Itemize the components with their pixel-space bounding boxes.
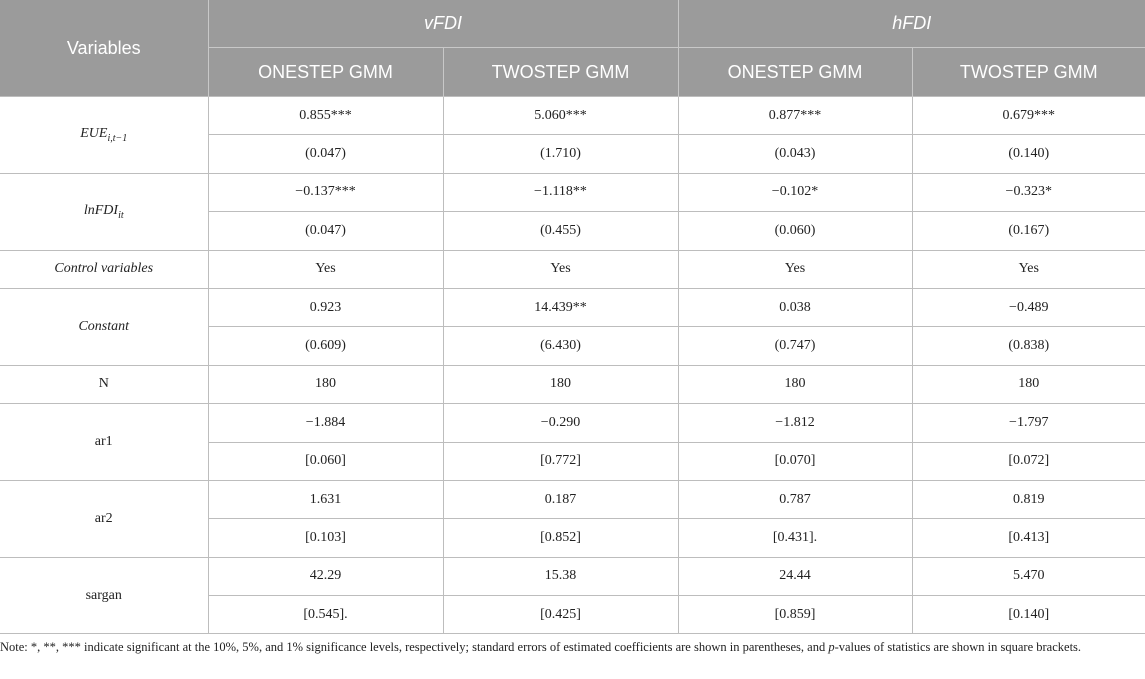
- table-cell: [0.140]: [911, 595, 1145, 635]
- table-cell: 24.44: [677, 556, 913, 597]
- table-cell: 0.923: [207, 287, 444, 328]
- table-cell: (0.140): [911, 134, 1145, 174]
- table-cell: −1.812: [677, 403, 913, 443]
- table-row: EUEi,t−1 0.855*** 5.060*** 0.877*** 0.67…: [0, 95, 1145, 174]
- table-row: Control variables Yes Yes Yes Yes: [0, 249, 1145, 289]
- table-cell: [0.425]: [442, 595, 679, 635]
- table-cell: 0.787: [677, 479, 913, 520]
- lnfdi-label-sub: it: [118, 209, 124, 221]
- table-cell: 5.470: [911, 556, 1145, 597]
- table-cell: −1.797: [911, 403, 1145, 443]
- row-label-n: N: [0, 364, 209, 405]
- row-label-ar1: ar1: [0, 403, 209, 481]
- table-cell: −1.884: [207, 403, 444, 443]
- table-cell: (0.043): [677, 134, 913, 174]
- subheader-onestep-vfdi: ONESTEP GMM: [208, 47, 444, 97]
- note-text-part2: -values of statistics are shown in squar…: [834, 640, 1082, 654]
- table-row: Constant 0.923 14.439** 0.038 −0.489: [0, 287, 1145, 366]
- table-cell: [0.072]: [911, 441, 1145, 481]
- table-row: (0.047) (0.455) (0.060) (0.167): [0, 211, 1145, 251]
- group-header-vfdi: vFDI: [207, 0, 679, 48]
- table-cell: 180: [911, 364, 1145, 405]
- table-note: Note: *, **, *** indicate significant at…: [0, 638, 1140, 657]
- table-cell: 180: [677, 364, 913, 405]
- table-row: [0.060] [0.772] [0.070] [0.072]: [0, 441, 1145, 481]
- variables-header: Variables: [0, 0, 209, 97]
- row-label-sargan: sargan: [0, 556, 209, 635]
- table-cell: Yes: [911, 249, 1145, 289]
- table-cell: −1.118**: [442, 172, 679, 213]
- row-label-ar2: ar2: [0, 479, 209, 558]
- table-cell: [0.070]: [677, 441, 913, 481]
- table-cell: (1.710): [442, 134, 679, 174]
- regression-results-table: Variables vFDI hFDI ONESTEP GMM TWOSTEP …: [0, 0, 1145, 635]
- table-cell: 14.439**: [442, 287, 679, 328]
- table-cell: (0.747): [677, 326, 913, 366]
- table-cell: [0.852]: [442, 518, 679, 558]
- table-cell: 0.855***: [207, 95, 444, 136]
- table-cell: [0.545].: [208, 595, 444, 635]
- eue-label-sub: i,t−1: [107, 132, 128, 144]
- table-cell: (0.167): [911, 211, 1145, 251]
- table-row: [0.103] [0.852] [0.431]. [0.413]: [0, 518, 1145, 558]
- table-cell: 0.877***: [677, 95, 913, 136]
- table-row: sargan 42.29 15.38 24.44 5.470: [0, 556, 1145, 635]
- table-cell: 0.038: [677, 287, 913, 328]
- note-pvalue-symbol: p: [828, 640, 835, 654]
- table-cell: 15.38: [442, 556, 679, 597]
- row-label-eue: EUEi,t−1: [0, 96, 209, 174]
- table-cell: 5.060***: [442, 95, 679, 136]
- table-row: ar2 1.631 0.187 0.787 0.819: [0, 479, 1145, 558]
- table-cell: (0.047): [208, 211, 444, 251]
- table-cell: (6.430): [442, 326, 679, 366]
- table-cell: 1.631: [207, 479, 444, 520]
- table-cell: [0.413]: [911, 518, 1145, 558]
- table-row: ar1 −1.884 −0.290 −1.812 −1.797: [0, 403, 1145, 481]
- table-row: N 180 180 180 180: [0, 364, 1145, 405]
- eue-label-base: EUE: [80, 125, 108, 141]
- row-label-constant: Constant: [0, 287, 209, 366]
- table-cell: −0.137***: [207, 172, 444, 213]
- note-text-part1: Note: *, **, *** indicate significant at…: [0, 640, 829, 654]
- group-header-hfdi: hFDI: [677, 0, 1145, 48]
- table-cell: 0.679***: [911, 95, 1145, 136]
- table-cell: −0.489: [911, 287, 1145, 328]
- table-cell: [0.431].: [677, 518, 913, 558]
- table-cell: 180: [442, 364, 679, 405]
- table-cell: [0.772]: [442, 441, 679, 481]
- row-label-lnfdi: lnFDIit: [0, 172, 209, 251]
- table-cell: Yes: [677, 249, 913, 289]
- table-cell: 42.29: [207, 556, 444, 597]
- subheader-twostep-vfdi: TWOSTEP GMM: [442, 47, 679, 97]
- table-cell: 0.187: [442, 479, 679, 520]
- table-cell: [0.859]: [677, 595, 913, 635]
- row-label-control: Control variables: [0, 249, 209, 289]
- table-cell: Yes: [207, 249, 444, 289]
- table-row: (0.609) (6.430) (0.747) (0.838): [0, 326, 1145, 366]
- table-cell: (0.455): [442, 211, 679, 251]
- table-cell: −0.323*: [911, 172, 1145, 213]
- table-cell: (0.060): [677, 211, 913, 251]
- table-cell: (0.047): [208, 134, 444, 174]
- table-cell: (0.609): [208, 326, 444, 366]
- table-cell: 180: [207, 364, 444, 405]
- subheader-onestep-hfdi: ONESTEP GMM: [677, 47, 913, 97]
- table-row: [0.545]. [0.425] [0.859] [0.140]: [0, 595, 1145, 635]
- table-row: lnFDIit −0.137*** −1.118** −0.102* −0.32…: [0, 172, 1145, 251]
- table-cell: [0.060]: [208, 441, 444, 481]
- table-cell: −0.290: [442, 403, 679, 443]
- table-cell: (0.838): [911, 326, 1145, 366]
- table-cell: Yes: [442, 249, 679, 289]
- lnfdi-label-base: lnFDI: [83, 202, 119, 218]
- table-cell: 0.819: [911, 479, 1145, 520]
- table-cell: [0.103]: [208, 518, 444, 558]
- subheader-twostep-hfdi: TWOSTEP GMM: [911, 47, 1145, 97]
- table-cell: −0.102*: [677, 172, 913, 213]
